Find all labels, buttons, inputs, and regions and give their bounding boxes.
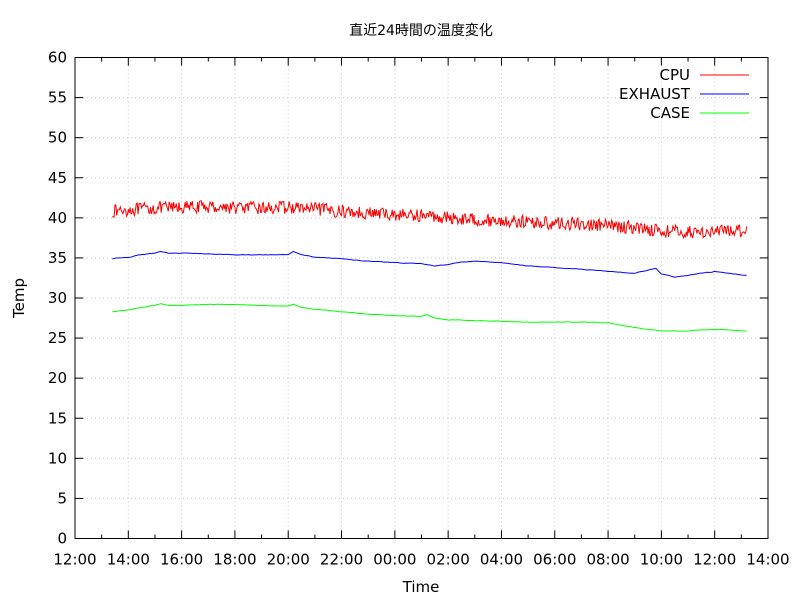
y-tick-label: 30 (48, 289, 67, 307)
y-tick-label: 55 (48, 89, 67, 107)
x-tick-label: 18:00 (213, 551, 256, 569)
y-tick-label: 35 (48, 249, 67, 267)
x-tick-label: 08:00 (586, 551, 629, 569)
x-tick-label: 14:00 (107, 551, 150, 569)
y-tick-label: 20 (48, 369, 67, 387)
x-axis-label: Time (402, 578, 440, 596)
legend-label-case: CASE (650, 104, 690, 122)
chart-title: 直近24時間の温度変化 (349, 22, 493, 39)
y-tick-label: 25 (48, 329, 67, 347)
y-tick-label: 60 (48, 49, 67, 67)
x-tick-label: 16:00 (160, 551, 203, 569)
y-tick-label: 15 (48, 409, 67, 427)
grid (75, 57, 768, 539)
x-tick-label: 14:00 (746, 551, 789, 569)
x-tick-label: 22:00 (320, 551, 363, 569)
y-axis-tick-labels: 0 5 10 15 20 25 30 35 40 45 50 55 60 (48, 49, 67, 548)
x-tick-label: 02:00 (427, 551, 470, 569)
axis-ticks (74, 57, 769, 539)
y-tick-label: 45 (48, 169, 67, 187)
y-tick-label: 0 (57, 530, 67, 548)
y-tick-label: 5 (57, 489, 67, 507)
x-tick-label: 12:00 (53, 551, 96, 569)
x-tick-label: 04:00 (480, 551, 523, 569)
legend-label-exhaust: EXHAUST (619, 85, 691, 103)
series-line-cpu (112, 199, 748, 240)
plot-area-frame (74, 57, 769, 539)
y-axis-label: Temp (10, 278, 28, 319)
legend-label-cpu: CPU (660, 66, 691, 84)
x-tick-label: 10:00 (640, 551, 683, 569)
y-tick-label: 10 (48, 449, 67, 467)
series-line-case (112, 303, 747, 332)
y-tick-label: 40 (48, 209, 67, 227)
series-lines (112, 199, 748, 332)
series-line-exhaust (112, 250, 747, 278)
x-tick-label: 12:00 (693, 551, 736, 569)
x-tick-label: 20:00 (267, 551, 310, 569)
x-tick-label: 06:00 (533, 551, 576, 569)
y-tick-label: 50 (48, 129, 67, 147)
x-tick-label: 00:00 (373, 551, 416, 569)
x-axis-tick-labels: 12:00 14:00 16:00 18:00 20:00 22:00 00:00 02:00… (53, 551, 789, 569)
